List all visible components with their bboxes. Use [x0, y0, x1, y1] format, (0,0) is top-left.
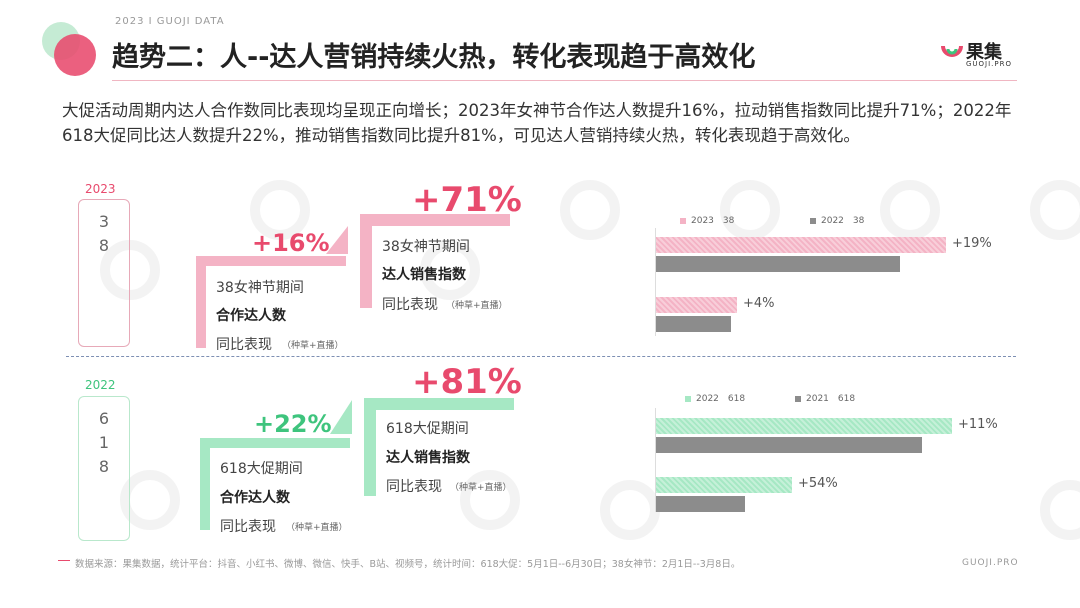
step-bar-vertical — [200, 438, 210, 530]
watermark-mark — [560, 180, 620, 240]
bar — [656, 237, 946, 253]
watermark-mark — [460, 470, 520, 530]
step2-line2: 达人销售指数 — [386, 450, 470, 466]
bar-label: +19% — [952, 236, 992, 251]
header-tag: 2023 I GUOJI DATA — [115, 16, 225, 27]
legend-swatch — [685, 395, 691, 402]
step1-line2: 合作达人数 — [220, 490, 290, 506]
watermark-mark — [880, 180, 940, 240]
step1-line3: 同比表现 — [216, 337, 272, 353]
header-rule — [112, 80, 1017, 81]
step2-percent: +81% — [412, 362, 522, 402]
bar — [656, 477, 792, 493]
event-box: 6 1 8 — [78, 396, 130, 541]
watermark-mark — [1040, 480, 1080, 540]
legend-item: 2022 618 — [685, 391, 745, 404]
watermark-mark — [1030, 180, 1080, 240]
step-arrow-icon — [326, 226, 348, 254]
legend-item: 2022 38 — [810, 213, 864, 226]
footer-site: GUOJI.PRO — [962, 558, 1019, 568]
step-bar-horizontal — [196, 256, 346, 266]
logo-subtext: GUOJI.PRO — [966, 60, 1013, 68]
bar — [656, 256, 900, 272]
logo-text: 果集 — [966, 42, 1002, 63]
event-box: 3 8 — [78, 199, 130, 347]
step-arrow-icon — [330, 400, 352, 434]
intro-paragraph: 大促活动周期内达人合作数同比表现均呈现正向增长；2023年女神节合作达人数提升1… — [62, 101, 1012, 145]
step1-note: （种草+直播） — [286, 523, 348, 533]
step1-note: （种草+直播） — [282, 341, 344, 351]
watermark-mark — [100, 240, 160, 300]
chart-axis — [655, 228, 656, 336]
step-bar-vertical — [360, 214, 372, 308]
step2-line1: 618大促期间 — [386, 421, 469, 437]
bar — [656, 496, 745, 512]
event-char: 8 — [98, 236, 110, 255]
step-bar-vertical — [196, 256, 206, 348]
step2-line1: 38女神节期间 — [382, 239, 470, 255]
step-bar-horizontal — [200, 438, 350, 448]
step2-note: （种草+直播） — [446, 301, 508, 311]
bar — [656, 418, 952, 434]
watermark-mark — [720, 180, 780, 240]
step1-line2: 合作达人数 — [216, 308, 286, 324]
watermark-mark — [420, 240, 480, 300]
event-char: 1 — [98, 433, 110, 452]
legend-label: 2022 38 — [821, 216, 865, 226]
legend-swatch — [810, 217, 816, 224]
step-bar-horizontal — [360, 214, 510, 226]
legend-label: 2022 618 — [696, 394, 746, 404]
year-label: 2023 — [85, 182, 116, 196]
step2-note: （种草+直播） — [450, 483, 512, 493]
decor-circle-pink — [54, 34, 96, 76]
step1-percent: +16% — [252, 229, 330, 257]
step1-line1: 38女神节期间 — [216, 280, 304, 296]
step2-line2: 达人销售指数 — [382, 267, 466, 283]
bar — [656, 437, 922, 453]
step-bar-horizontal — [364, 398, 514, 410]
event-char: 8 — [98, 457, 110, 476]
step1-line3: 同比表现 — [220, 519, 276, 535]
event-char: 3 — [98, 212, 110, 231]
bar-label: +4% — [743, 296, 775, 311]
watermark-mark — [250, 180, 310, 240]
watermark-mark — [120, 470, 180, 530]
step-bar-vertical — [364, 398, 376, 496]
bar — [656, 316, 731, 332]
step2-percent: +71% — [412, 180, 522, 220]
section-divider — [66, 356, 1016, 357]
step1-percent: +22% — [254, 410, 332, 438]
year-label: 2022 — [85, 378, 116, 392]
bar — [656, 297, 737, 313]
legend-item: 2023 38 — [680, 213, 734, 226]
legend-swatch — [795, 395, 801, 402]
legend-item: 2021 618 — [795, 391, 855, 404]
step2-line3: 同比表现 — [382, 297, 438, 313]
step1-line1: 618大促期间 — [220, 461, 303, 477]
watermark-mark — [600, 480, 660, 540]
step2-line3: 同比表现 — [386, 479, 442, 495]
event-char: 6 — [98, 409, 110, 428]
bar-label: +54% — [798, 476, 838, 491]
legend-label: 2023 38 — [691, 216, 735, 226]
chart-axis — [655, 408, 656, 512]
page-title: 趋势二：人--达人营销持续火热，转化表现趋于高效化 — [112, 42, 756, 73]
bar-label: +11% — [958, 417, 998, 432]
legend-label: 2021 618 — [806, 394, 856, 404]
legend-swatch — [680, 217, 686, 224]
footer-source: 数据来源：果集数据，统计平台：抖音、小红书、微博、微信、快手、B站、视频号，统计… — [75, 559, 741, 570]
logo-icon — [941, 45, 963, 57]
footer-accent — [58, 560, 70, 561]
